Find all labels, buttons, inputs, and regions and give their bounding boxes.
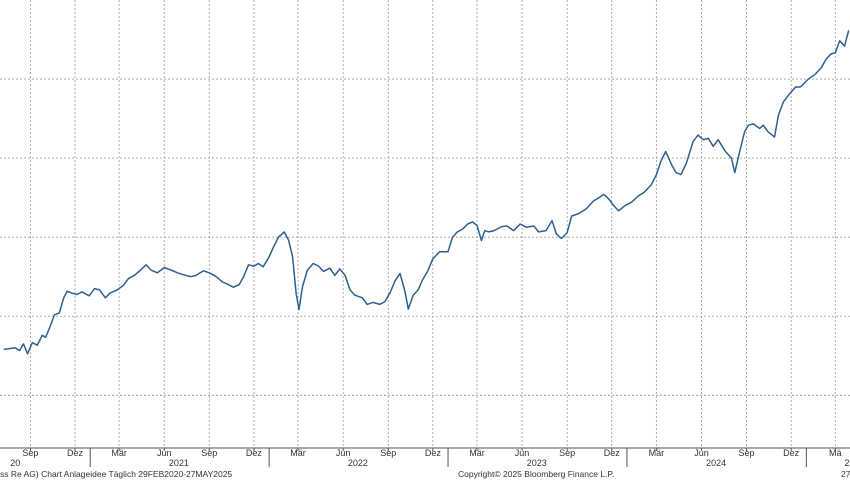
year-label: 2 xyxy=(845,458,850,468)
month-tick-label: Sep xyxy=(739,448,755,458)
footer-left-text: ss Re AG) Chart Anlageidee Täglich 29FEB… xyxy=(0,469,232,479)
month-tick-label: Mär xyxy=(649,448,665,458)
series-layer xyxy=(3,30,850,355)
month-tick-label: Dez xyxy=(425,448,442,458)
year-labels: 20 2021 2022 2023 2024 2 xyxy=(10,458,849,468)
month-tick-label: Sep xyxy=(380,448,396,458)
month-tick-label: Jun xyxy=(157,448,172,458)
month-tick-label: Dez xyxy=(67,448,84,458)
horizontal-gridlines xyxy=(0,78,850,396)
month-tick-label: Mä xyxy=(829,448,842,458)
month-tick-label: Mär xyxy=(111,448,127,458)
month-tick-label: Dez xyxy=(604,448,621,458)
month-tick-label: Sep xyxy=(201,448,217,458)
year-label: 2023 xyxy=(527,458,547,468)
month-tick-labels: Sep Dez Mär Jun Sep Dez Mär Jun Sep Dez Mär Jun Sep D… xyxy=(22,448,842,458)
series-line xyxy=(3,30,850,355)
month-tick-label: Jun xyxy=(515,448,530,458)
year-dividers xyxy=(89,448,807,467)
month-tick-label: Jun xyxy=(694,448,709,458)
year-label: 2024 xyxy=(706,458,726,468)
month-tick-label: Jun xyxy=(336,448,351,458)
footer-copyright: Copyright© 2025 Bloomberg Finance L.P. xyxy=(458,469,614,479)
year-label: 20 xyxy=(10,458,20,468)
vertical-gridlines xyxy=(29,0,836,448)
month-tick-label: Mär xyxy=(290,448,306,458)
year-label: 2021 xyxy=(169,458,189,468)
plot-background xyxy=(0,0,850,448)
year-label: 2022 xyxy=(348,458,368,468)
month-tick-label: Mär xyxy=(469,448,485,458)
month-tick-label: Sep xyxy=(559,448,575,458)
month-tick-label: Dez xyxy=(246,448,263,458)
footer: ss Re AG) Chart Anlageidee Täglich 29FEB… xyxy=(0,469,850,479)
footer-right-text: 27 xyxy=(841,469,850,479)
month-tick-label: Dez xyxy=(783,448,800,458)
month-tick-label: Sep xyxy=(22,448,38,458)
